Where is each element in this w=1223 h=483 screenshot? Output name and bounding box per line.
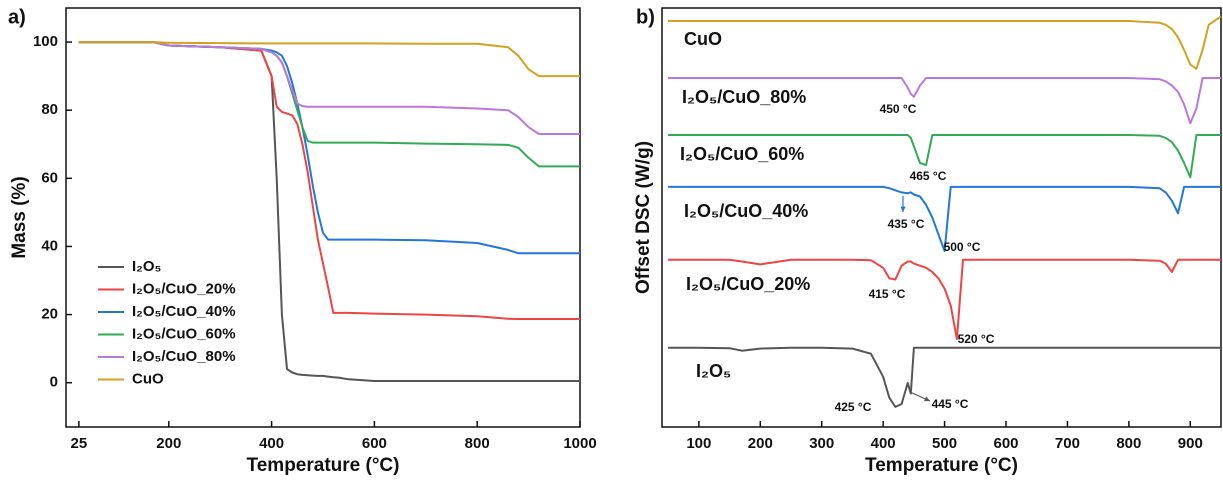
peak-annotation: 435 °C (888, 217, 925, 231)
x-tick-label: 600 (362, 435, 387, 452)
x-tick-label: 400 (871, 435, 896, 452)
x-axis-title: Temperature (°C) (247, 455, 400, 476)
y-tick-label: 20 (41, 306, 58, 323)
y-tick-label: 100 (33, 33, 58, 50)
x-tick-label: 200 (156, 435, 181, 452)
x-tick-label: 400 (259, 435, 284, 452)
series-line (668, 134, 1221, 179)
peak-annotation: 425 °C (835, 400, 872, 414)
legend-label: I₂O₅ (132, 258, 162, 275)
series-line (668, 15, 1222, 70)
y-tick-label: 80 (41, 101, 58, 118)
series-line (668, 185, 1221, 252)
x-tick-label: 700 (1055, 435, 1080, 452)
arrow-head (924, 396, 930, 402)
arrow-head (900, 206, 906, 212)
x-tick-label: 25 (71, 435, 88, 452)
curve-label: I₂O₅/CuO_20% (686, 274, 810, 294)
peak-annotation: 520 °C (958, 332, 995, 346)
plot-frame (661, 7, 1222, 428)
series-line (668, 346, 1221, 408)
x-tick-label: 800 (1116, 435, 1141, 452)
x-axis-title: Temperature (°C) (865, 455, 1018, 476)
series-line (78, 41, 580, 255)
x-tick-label: 300 (809, 435, 834, 452)
x-tick-label: 100 (686, 435, 711, 452)
series-line (78, 41, 580, 320)
x-tick-label: 1000 (563, 435, 596, 452)
curve-label: CuO (684, 29, 722, 49)
legend-label: I₂O₅/CuO_40% (132, 303, 236, 320)
legend-label: CuO (132, 370, 164, 387)
y-tick-label: 60 (41, 169, 58, 186)
panel-label: a) (8, 6, 26, 28)
legend-label: I₂O₅/CuO_20% (132, 280, 236, 297)
peak-annotation: 500 °C (944, 240, 981, 254)
plot-frame (65, 7, 581, 428)
curve-label: I₂O₅/CuO_40% (684, 201, 808, 221)
y-tick-label: 0 (50, 374, 58, 391)
x-tick-label: 900 (1178, 435, 1203, 452)
curve-label: I₂O₅/CuO_80% (682, 87, 806, 107)
series-line (78, 41, 580, 135)
x-tick-label: 800 (465, 435, 490, 452)
curve-label: I₂O₅/CuO_60% (680, 144, 804, 164)
curve-label: I₂O₅ (696, 361, 731, 381)
series-line (668, 77, 1221, 125)
peak-annotation: 445 °C (932, 397, 969, 411)
x-tick-label: 600 (993, 435, 1018, 452)
panel-label: b) (636, 6, 655, 28)
y-axis-title: Offset DSC (W/g) (633, 141, 654, 294)
peak-annotation: 415 °C (869, 287, 906, 301)
series-line (668, 258, 1221, 340)
y-tick-label: 40 (41, 237, 58, 254)
peak-annotation: 465 °C (910, 169, 947, 183)
legend-label: I₂O₅/CuO_60% (132, 325, 236, 342)
x-tick-label: 200 (748, 435, 773, 452)
legend-label: I₂O₅/CuO_80% (132, 348, 236, 365)
series-line (78, 41, 580, 168)
peak-annotation: 450 °C (880, 102, 917, 116)
series-line (78, 41, 580, 78)
x-tick-label: 500 (932, 435, 957, 452)
y-axis-title: Mass (%) (9, 176, 30, 258)
